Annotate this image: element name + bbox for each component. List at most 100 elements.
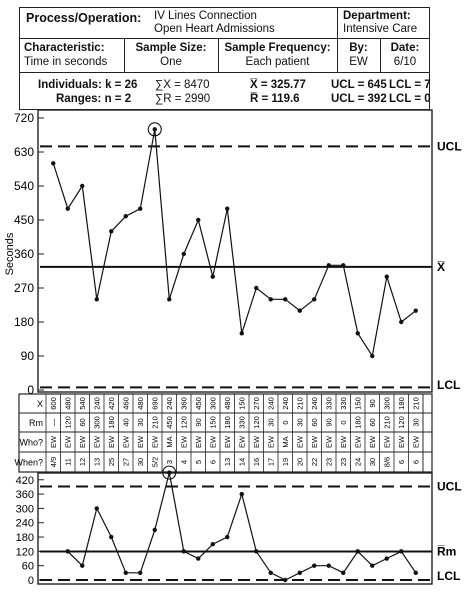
y-axis-label: Seconds [4, 232, 16, 275]
data-point [413, 570, 418, 576]
table-frame [18, 393, 433, 473]
who-cell: EW [49, 435, 58, 448]
x-value-cell: 240 [310, 397, 319, 410]
x-value-cell: 180 [397, 397, 406, 410]
sample-size-value: One [160, 56, 182, 68]
data-point [297, 570, 302, 576]
data-point [370, 563, 375, 568]
data-point [80, 183, 85, 189]
who-cell: MA [281, 436, 290, 447]
data-point [268, 570, 273, 576]
y-tick-label: 180 [14, 315, 34, 329]
who-cell: EW [194, 435, 203, 448]
y-tick-label: 720 [14, 111, 34, 125]
out-of-control-marker [162, 465, 177, 480]
sum-x: ∑X = 8470 [155, 79, 210, 91]
when-cell: 4/9 [49, 457, 58, 467]
ucl-label: UCL [437, 479, 462, 493]
x-value-cell: 420 [107, 397, 116, 410]
rm-value-cell: 30 [266, 418, 275, 426]
sample-frequency-value: Each patient [245, 56, 310, 68]
y-tick-label: 270 [14, 281, 34, 295]
rm-value-cell: 0 [281, 420, 290, 424]
when-cell: 24 [353, 458, 362, 466]
who-cell: EW [107, 435, 116, 448]
rm-value-cell: — [49, 418, 58, 426]
who-cell: EW [266, 435, 275, 448]
when-cell: 30 [136, 458, 145, 466]
x-value-cell: 240 [281, 397, 290, 410]
who-cell: EW [179, 435, 188, 448]
y-tick-label: 120 [16, 546, 34, 558]
rm-value-cell: 90 [194, 418, 203, 426]
characteristic-label: Characteristic: [24, 42, 105, 54]
who-cell: EW [368, 435, 377, 448]
rm-value-cell: 300 [92, 416, 101, 429]
data-point [123, 214, 128, 219]
when-cell: 3 [165, 460, 174, 464]
when-cell: 11 [63, 458, 72, 466]
who-cell: EW [121, 435, 130, 448]
by-value: EW [349, 56, 368, 68]
x-value-cell: 450 [194, 397, 203, 410]
sum-r: ∑R = 2990 [155, 93, 211, 105]
who-cell: EW [223, 435, 232, 448]
data-point [152, 127, 157, 132]
rm-value-cell: 60 [368, 418, 377, 426]
who-cell: EW [382, 435, 391, 448]
who-cell: EW [353, 435, 362, 448]
process-value-line2: Open Heart Admissions [154, 23, 275, 35]
when-cell: 17 [266, 458, 275, 466]
who-cell: EW [92, 435, 101, 448]
data-point [399, 549, 404, 554]
when-cell: 6 [208, 460, 217, 464]
rm-value-cell: 180 [107, 416, 116, 429]
data-point [123, 570, 128, 576]
data-point [167, 297, 172, 302]
who-cell: EW [150, 435, 159, 448]
x-value-cell: 330 [339, 397, 348, 410]
when-cell: 5 [194, 460, 203, 464]
data-point [254, 285, 259, 291]
x-value-cell: 360 [179, 397, 188, 410]
date-value: 6/10 [393, 56, 417, 68]
ucl-r-stat: UCL = 392 [331, 93, 387, 105]
lcl-r-stat: LCL = 0 [389, 93, 431, 105]
who-cell: EW [78, 435, 87, 448]
lcl-x-stat: LCL = 7 [389, 79, 431, 91]
process-label: Process/Operation: [26, 11, 142, 25]
x-value-cell: 690 [150, 397, 159, 410]
data-point [138, 206, 143, 211]
x-value-cell: 240 [92, 397, 101, 410]
who-cell: MA [165, 436, 174, 447]
data-point [355, 549, 360, 554]
y-tick-label: 630 [14, 145, 34, 159]
y-tick-label: 60 [22, 561, 34, 573]
data-series-line [67, 472, 417, 581]
x-value-cell: 480 [136, 397, 145, 410]
x-value-cell: 240 [266, 397, 275, 410]
date-label: Date: [390, 42, 420, 54]
rm-value-cell: 30 [411, 418, 420, 426]
who-cell: EW [208, 435, 217, 448]
plot-frame [37, 472, 433, 585]
data-point [196, 217, 201, 223]
who-cell: EW [63, 435, 72, 448]
data-table: X 600 480 540 240 420 460 480 690 240 360 450 300 480… [14, 393, 433, 473]
x-value-cell: 480 [223, 397, 232, 410]
characteristic-value: Time in seconds [24, 56, 108, 68]
y-tick-label: 0 [28, 575, 34, 587]
data-point [181, 251, 186, 257]
x-value-cell: 460 [121, 397, 130, 410]
y-tick-label: 360 [16, 489, 34, 501]
data-point [355, 331, 360, 336]
y-tick-label: 450 [14, 213, 34, 227]
data-point [181, 549, 186, 554]
data-point [94, 297, 99, 302]
when-cell: 16 [252, 458, 261, 466]
when-cell: 6 [411, 460, 420, 464]
x-value-cell: 210 [411, 397, 420, 410]
when-cell: 4 [179, 460, 188, 464]
data-point [225, 206, 230, 211]
out-of-control-marker [147, 122, 162, 137]
